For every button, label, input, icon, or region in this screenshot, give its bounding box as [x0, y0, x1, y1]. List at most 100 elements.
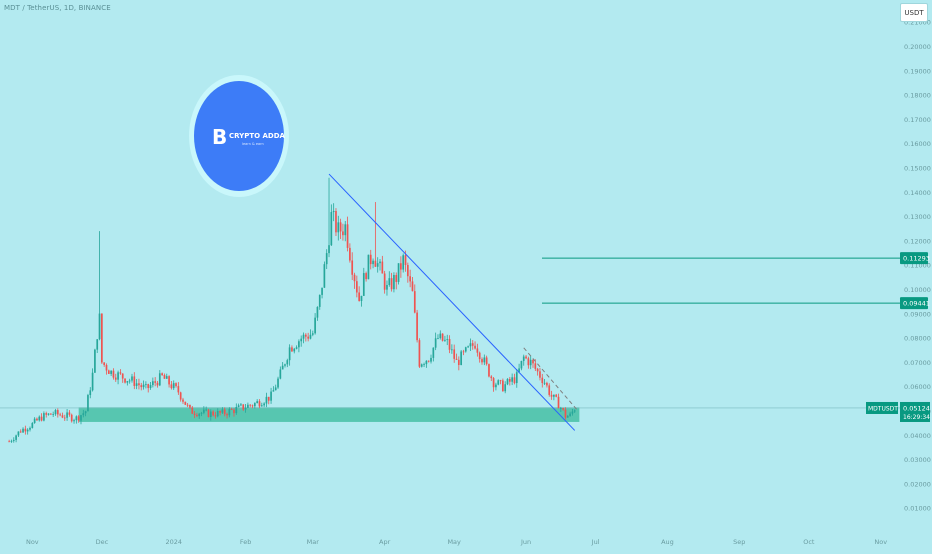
candle[interactable] — [101, 313, 103, 363]
candle[interactable] — [358, 292, 361, 301]
candle[interactable] — [302, 334, 305, 339]
candle[interactable] — [383, 273, 386, 290]
candle[interactable] — [89, 390, 92, 396]
candle[interactable] — [223, 409, 226, 415]
candle[interactable] — [142, 384, 145, 388]
candle[interactable] — [400, 263, 402, 270]
candle[interactable] — [559, 408, 562, 409]
candle[interactable] — [33, 418, 36, 424]
candle[interactable] — [444, 339, 446, 341]
candle[interactable] — [182, 399, 184, 402]
candle[interactable] — [19, 431, 22, 433]
candle[interactable] — [131, 376, 133, 381]
candle[interactable] — [203, 409, 205, 413]
candle[interactable] — [425, 360, 428, 365]
candle[interactable] — [70, 414, 73, 422]
candle[interactable] — [418, 340, 421, 367]
candle[interactable] — [485, 357, 488, 365]
candle[interactable] — [328, 245, 330, 254]
candle[interactable] — [395, 274, 398, 282]
candle[interactable] — [367, 254, 370, 280]
candle[interactable] — [564, 409, 567, 418]
candle[interactable] — [47, 413, 50, 415]
target-price-tag[interactable] — [900, 297, 928, 310]
candle[interactable] — [349, 247, 351, 261]
candle[interactable] — [179, 392, 182, 400]
last-price-tag[interactable] — [900, 401, 930, 422]
candle[interactable] — [434, 338, 437, 348]
candle[interactable] — [388, 278, 391, 285]
candle[interactable] — [68, 412, 71, 415]
candle[interactable] — [147, 384, 150, 389]
candle[interactable] — [291, 347, 293, 352]
candle[interactable] — [571, 411, 574, 414]
candle[interactable] — [298, 341, 300, 348]
candle[interactable] — [304, 334, 307, 337]
candle[interactable] — [279, 369, 282, 379]
candle[interactable] — [467, 346, 469, 348]
candle[interactable] — [277, 378, 279, 388]
candle[interactable] — [386, 284, 388, 290]
candle[interactable] — [121, 373, 124, 379]
candle[interactable] — [244, 407, 247, 410]
candle[interactable] — [209, 411, 212, 417]
candle[interactable] — [555, 394, 558, 397]
candle[interactable] — [432, 347, 435, 358]
candle[interactable] — [353, 274, 356, 282]
candle[interactable] — [38, 416, 41, 421]
candle[interactable] — [314, 317, 316, 334]
candle[interactable] — [82, 413, 85, 416]
candle[interactable] — [362, 273, 365, 296]
candle[interactable] — [240, 404, 242, 406]
candle[interactable] — [177, 386, 180, 393]
candle[interactable] — [15, 435, 17, 440]
candle[interactable] — [344, 224, 347, 236]
candle[interactable] — [295, 347, 298, 349]
candle[interactable] — [536, 368, 539, 372]
candle[interactable] — [66, 412, 68, 418]
candle[interactable] — [214, 415, 217, 417]
candle[interactable] — [36, 418, 38, 421]
candle[interactable] — [284, 364, 286, 366]
candle[interactable] — [29, 427, 31, 430]
candle[interactable] — [460, 351, 462, 365]
candle[interactable] — [325, 253, 328, 265]
candle[interactable] — [237, 405, 240, 408]
candle[interactable] — [420, 364, 423, 367]
candle[interactable] — [216, 410, 219, 417]
candle[interactable] — [149, 385, 152, 389]
candle[interactable] — [126, 381, 129, 383]
candle[interactable] — [161, 373, 163, 375]
candle[interactable] — [427, 360, 430, 362]
candle[interactable] — [448, 339, 451, 350]
candle[interactable] — [455, 358, 458, 360]
candle[interactable] — [256, 401, 259, 404]
candle[interactable] — [17, 431, 20, 436]
candle[interactable] — [107, 370, 110, 374]
candle[interactable] — [242, 404, 245, 410]
candle[interactable] — [63, 417, 66, 419]
candle[interactable] — [193, 413, 196, 415]
candle[interactable] — [24, 428, 27, 432]
candle[interactable] — [492, 378, 495, 388]
candle[interactable] — [457, 359, 460, 365]
candle[interactable] — [513, 377, 516, 384]
candle[interactable] — [483, 357, 486, 363]
candle[interactable] — [251, 405, 254, 407]
candle[interactable] — [293, 348, 296, 352]
candle[interactable] — [464, 347, 467, 352]
candle[interactable] — [260, 405, 263, 407]
candle[interactable] — [476, 348, 479, 353]
candle[interactable] — [550, 394, 553, 397]
support-zone[interactable] — [78, 407, 580, 422]
candle[interactable] — [351, 260, 354, 275]
candle[interactable] — [43, 413, 45, 421]
candle[interactable] — [175, 383, 177, 387]
candle[interactable] — [543, 382, 546, 384]
candle[interactable] — [539, 371, 541, 378]
candle[interactable] — [437, 338, 439, 339]
candle[interactable] — [87, 395, 89, 412]
candle[interactable] — [140, 385, 143, 388]
